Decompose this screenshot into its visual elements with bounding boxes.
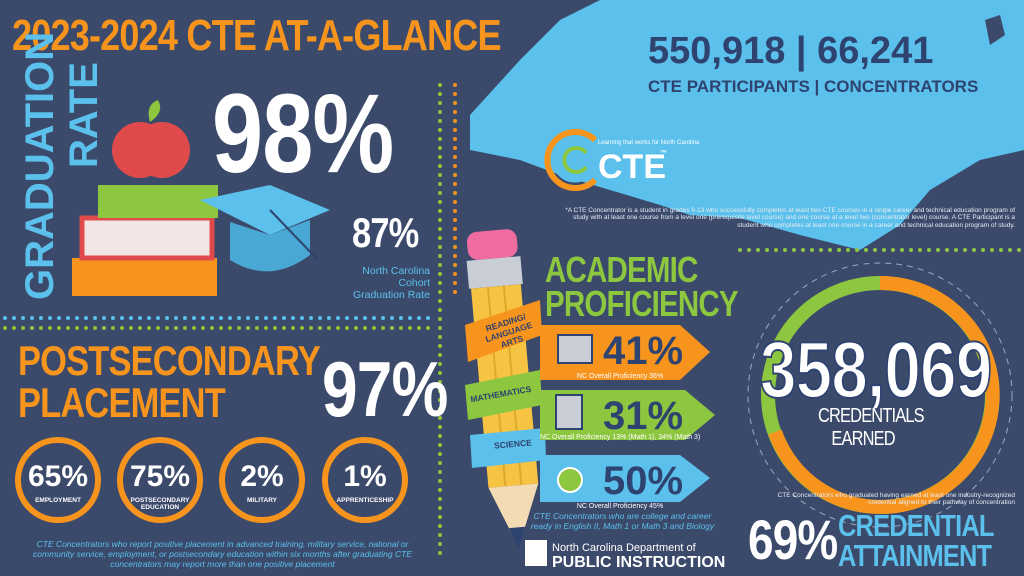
attainment-value: 69%: [748, 508, 838, 571]
nc-map: [470, 0, 1024, 250]
placement-label: APPRENTICESHIP: [336, 497, 394, 504]
subject-note: NC Overall Proficiency 45%: [576, 503, 664, 510]
participants-numbers: 550,918 | 66,241: [648, 30, 934, 72]
apple-leaf: [148, 100, 161, 122]
logo-arc: [552, 137, 592, 183]
graduation-label: RATE: [62, 62, 106, 168]
attainment-label: CREDENTIAL: [838, 508, 994, 543]
subject-value: 50%: [603, 459, 684, 503]
participants-label: CTE PARTICIPANTS | CONCENTRATORS: [648, 77, 979, 96]
graduation-value: 98%: [212, 71, 394, 196]
ring: [322, 437, 408, 523]
credential-arc: [768, 275, 1000, 514]
placement-value: 65%: [27, 460, 89, 493]
footnote: *A CTE Concentrator is a student in grad…: [565, 207, 1015, 229]
book: [98, 185, 218, 218]
placement-label: EMPLOYMENT: [35, 497, 81, 504]
logo-tm: ™: [660, 150, 667, 157]
title: 2023-2024 CTE AT-A-GLANCE: [12, 11, 502, 60]
state-graduation-label: North Carolina Cohort Graduation Rate: [352, 265, 430, 302]
banner: [470, 428, 546, 468]
credential-ring: [747, 262, 1013, 528]
banner: [465, 370, 542, 420]
calculator-icon: [555, 394, 583, 430]
graduation-label: GRADUATION: [18, 31, 62, 300]
logo-arc: [562, 146, 588, 174]
grad-cap: [230, 220, 310, 272]
placement-value: 1%: [343, 460, 387, 493]
subject-value: 41%: [603, 329, 684, 373]
ring: [15, 437, 101, 523]
postsecondary-label: PLACEMENT: [18, 379, 226, 426]
placement-value: 2%: [240, 460, 284, 493]
state-graduation-value: 87%: [352, 209, 419, 256]
nc-lake: [985, 15, 1005, 45]
flask-icon: [557, 467, 583, 493]
dpi-icon: [525, 540, 547, 566]
book: [72, 258, 217, 296]
academic-title: ACADEMIC: [545, 249, 698, 290]
placement-value: 75%: [129, 460, 191, 493]
credentials-label: CREDENTIALS EARNED: [818, 405, 925, 450]
postsecondary-label: POSTSECONDARY: [18, 337, 321, 384]
postsecondary-note: CTE Concentrators who report positive pl…: [33, 539, 412, 569]
subject-note: NC Overall Proficiency 36%: [576, 373, 664, 380]
postsecondary-value: 97%: [322, 345, 448, 433]
attainment-label: ATTAINMENT: [838, 538, 992, 573]
arrow: [540, 390, 715, 440]
banner: [465, 300, 542, 362]
apple: [134, 122, 190, 178]
placement-label: MILITARY: [247, 497, 277, 504]
tassel: [269, 209, 319, 261]
dpi-line: North Carolina Department of: [552, 542, 696, 554]
logo-tagline: Learning that works for North Carolina: [598, 140, 700, 146]
book: [79, 215, 215, 261]
logo-text: CTE: [598, 148, 666, 186]
credentials-note: CTE Concentrators who graduated having e…: [777, 492, 1015, 507]
credentials-value: 358,069: [759, 325, 993, 414]
dpi-line: PUBLIC INSTRUCTION: [552, 554, 726, 571]
subject-note: NC Overall Proficiency 13% (Math 1), 34%…: [540, 434, 701, 441]
subject-value: 31%: [603, 394, 684, 438]
grad-cap: [200, 185, 330, 235]
academic-note: CTE Concentrators who are college and ca…: [530, 511, 715, 531]
book-icon: [557, 334, 593, 364]
logo-arc: [544, 129, 598, 191]
academic-title: PROFICIENCY: [545, 283, 739, 324]
arrow: [540, 455, 710, 502]
ring: [117, 437, 203, 523]
ring: [219, 437, 305, 523]
placement-label: POSTSECONDARY EDUCATION: [130, 497, 190, 512]
